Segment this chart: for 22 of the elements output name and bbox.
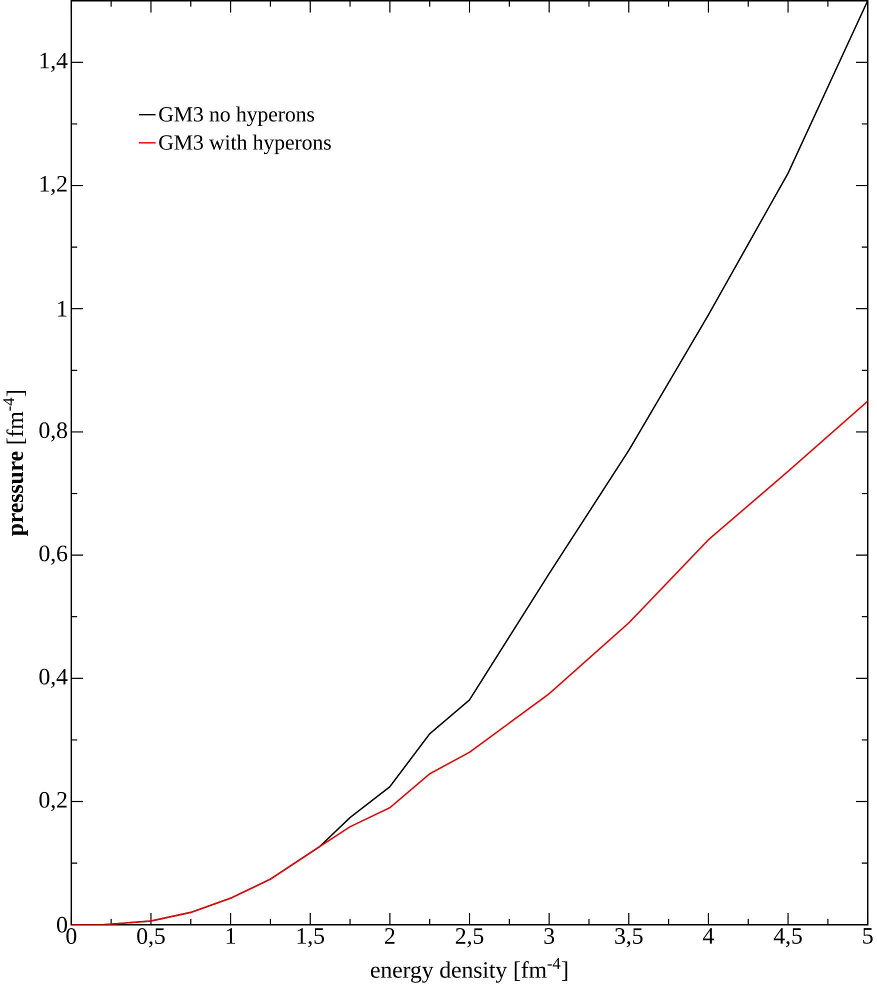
y-tick-label: 0,8 <box>40 422 68 442</box>
y-tick-label: 1,2 <box>40 176 67 196</box>
x-tick-label: 2,5 <box>456 928 484 948</box>
legend-label: GM3 no hyperons <box>159 106 314 126</box>
x-tick-label: 5 <box>863 928 873 944</box>
x-tick-label: 3,5 <box>615 928 643 948</box>
x-tick-label: 0,5 <box>137 928 165 948</box>
x-tick-label: 1 <box>226 928 236 944</box>
x-tick-label: 2 <box>385 928 395 944</box>
y-tick-label: 1,4 <box>40 52 68 72</box>
y-tick-label: 0,2 <box>40 792 67 812</box>
x-tick-label: 4,5 <box>774 928 802 948</box>
legend-label: GM3 with hyperons <box>159 134 331 154</box>
x-tick-label: 1,5 <box>298 928 324 948</box>
y-tick-label: 0,4 <box>40 668 68 688</box>
x-axis-title: energy density [fm$^{-4}$] <box>371 958 568 983</box>
y-tick-label: 1 <box>58 300 67 316</box>
x-tick-label: 4 <box>703 928 714 944</box>
y-tick-label: 0,6 <box>40 546 68 565</box>
x-tick-label: 3 <box>544 928 554 944</box>
y-axis-title: pressure [fm$^{-4}$] <box>3 390 28 536</box>
y-tick-label: 0 <box>57 916 68 933</box>
